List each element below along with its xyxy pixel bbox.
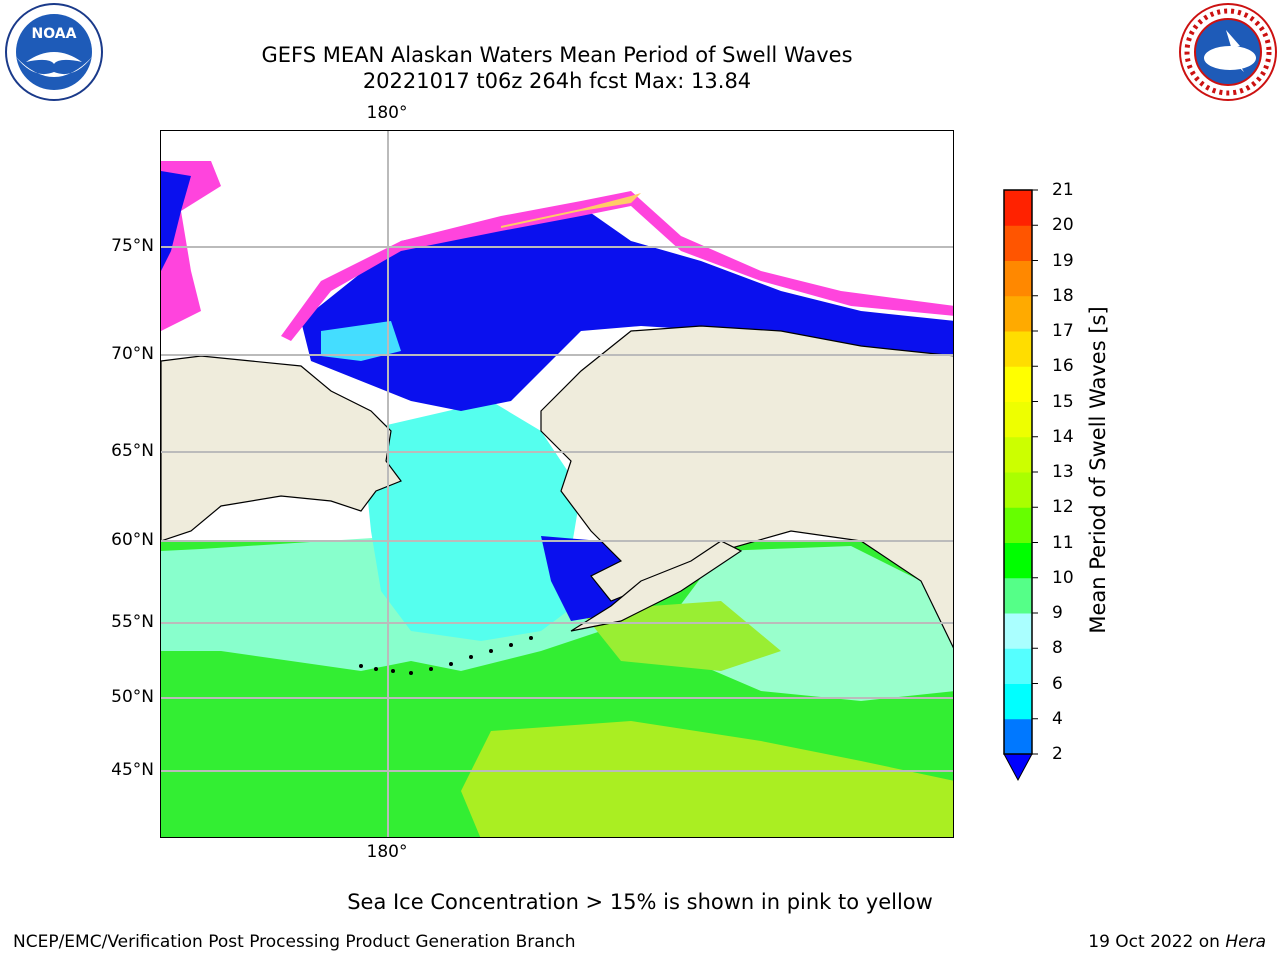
colorbar-tick-label: 2 (1052, 744, 1063, 764)
colorbar-segment (1004, 190, 1032, 226)
colorbar-tick-label: 18 (1052, 285, 1074, 306)
colorbar-tick-label: 21 (1052, 180, 1074, 200)
colorbar (1000, 186, 1040, 786)
colorbar-segment (1004, 401, 1032, 438)
colorbar-svg (1003, 189, 1038, 782)
chart-subtitle: 20221017 t06z 264h fcst Max: 13.84 (362, 69, 752, 93)
lat-label-70: 70°N (111, 344, 154, 364)
colorbar-segment (1004, 331, 1032, 367)
map-panel (160, 130, 954, 838)
colorbar-extend-triangle (1003, 753, 1033, 782)
colorbar-segment (1004, 683, 1032, 720)
footer-credit: NCEP/EMC/Verification Post Processing Pr… (13, 932, 576, 952)
colorbar-segment (1004, 225, 1032, 261)
aleutian-islands (359, 636, 533, 675)
sea-ice-note: Sea Ice Concentration > 15% is shown in … (347, 890, 933, 914)
colorbar-tick-label: 12 (1052, 497, 1074, 518)
lat-label-65: 65°N (111, 441, 154, 461)
colorbar-segment (1004, 577, 1032, 614)
ocean-chukchi-shelf (321, 321, 401, 361)
colorbar-segment (1004, 542, 1032, 579)
colorbar-segment (1004, 472, 1032, 508)
footer-host: Hera (1225, 932, 1266, 952)
footer-date-text: 19 Oct 2022 on (1088, 932, 1220, 952)
land-alaska-peninsula (570, 540, 743, 632)
ocean-south-aleutian-band (581, 601, 781, 671)
noaa-logo-text: NOAA (32, 26, 77, 42)
colorbar-tick-label: 17 (1052, 321, 1074, 341)
colorbar-segment (1004, 613, 1032, 649)
nws-logo (1178, 2, 1278, 102)
colorbar-tick-label: 13 (1052, 462, 1074, 482)
map-svg (161, 131, 953, 837)
colorbar-tick-label: 16 (1052, 356, 1074, 377)
ocean-arctic (301, 206, 953, 411)
sea-ice-edge-yellow (501, 193, 641, 228)
colorbar-tick-label: 20 (1052, 215, 1074, 236)
lon-label-bottom: 180° (366, 842, 408, 862)
colorbar-tick-label: 4 (1052, 708, 1063, 729)
footer-date: 19 Oct 2022 on Hera (1088, 932, 1266, 952)
colorbar-tick-label: 10 (1052, 567, 1074, 588)
colorbar-segment (1004, 648, 1032, 684)
colorbar-segment (1004, 366, 1032, 402)
lat-label-75: 75°N (111, 236, 154, 256)
chart-title: GEFS MEAN Alaskan Waters Mean Period of … (261, 43, 853, 67)
lat-label-50: 50°N (111, 687, 154, 707)
noaa-logo: NOAA (4, 2, 104, 102)
colorbar-tick-label: 8 (1052, 638, 1063, 659)
colorbar-segment (1004, 260, 1032, 297)
colorbar-segment (1004, 718, 1032, 755)
ocean-bering-central (361, 401, 581, 641)
colorbar-tick-label: 15 (1052, 391, 1074, 412)
map-gridlines (161, 131, 953, 837)
colorbar-segment (1004, 295, 1032, 332)
colorbar-tick-label: 9 (1052, 603, 1063, 623)
colorbar-tick-label: 14 (1052, 426, 1074, 447)
colorbar-tick-label: 19 (1052, 250, 1074, 271)
lon-label-top: 180° (366, 103, 408, 123)
colorbar-segment (1004, 507, 1032, 543)
land-siberia (161, 355, 402, 542)
lat-label-55: 55°N (111, 612, 154, 632)
colorbar-tick-label: 6 (1052, 673, 1063, 694)
lat-label-45: 45°N (111, 760, 154, 780)
colorbar-tick-label: 11 (1052, 532, 1074, 553)
lat-label-60: 60°N (111, 530, 154, 550)
land-alaska (540, 325, 953, 649)
ocean-south-swell-band (461, 721, 953, 837)
colorbar-label: Mean Period of Swell Waves [s] (1086, 306, 1110, 634)
ocean-bristol-bay (541, 536, 641, 621)
colorbar-segment (1004, 436, 1032, 473)
